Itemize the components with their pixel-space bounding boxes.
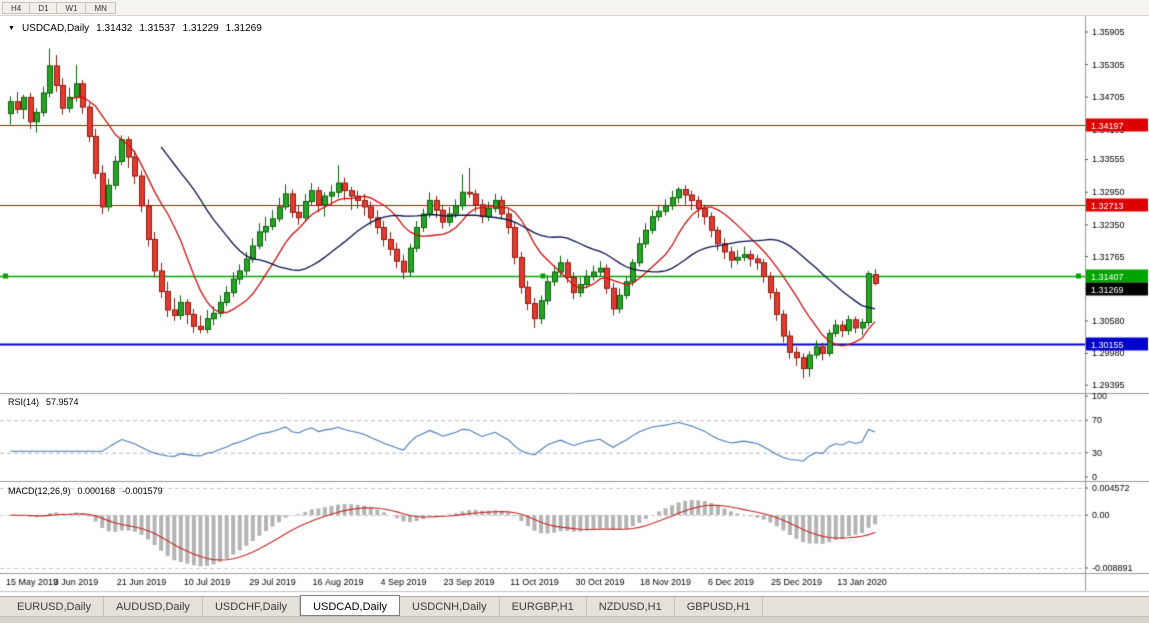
tab-gbpusd-h1[interactable]: GBPUSD,H1 [675, 597, 764, 616]
chart-title: ▼ USDCAD,Daily 1.31432 1.31537 1.31229 1… [8, 23, 262, 34]
chart-tabs: EURUSD,Daily AUDUSD,Daily USDCHF,Daily U… [0, 595, 1149, 616]
tab-eurusd-daily[interactable]: EURUSD,Daily [5, 597, 104, 616]
tab-bar-bottom-strip [0, 616, 1149, 623]
tab-usdcnh-daily[interactable]: USDCNH,Daily [400, 597, 500, 616]
rsi-name: RSI(14) [8, 397, 40, 407]
macd-indicator-label: MACD(12,26,9) 0.000168 -0.001579 [8, 486, 163, 496]
tab-eurgbp-h1[interactable]: EURGBP,H1 [500, 597, 587, 616]
tab-usdcad-daily[interactable]: USDCAD,Daily [300, 595, 401, 616]
macd-name: MACD(12,26,9) [8, 486, 71, 496]
ohlc-high: 1.31537 [139, 23, 176, 34]
chart-tab-bar: EURUSD,Daily AUDUSD,Daily USDCHF,Daily U… [0, 595, 1149, 623]
period-d1-button[interactable]: D1 [29, 1, 58, 14]
ohlc-low: 1.31229 [182, 23, 219, 34]
tab-usdchf-daily[interactable]: USDCHF,Daily [203, 597, 301, 616]
tab-nzdusd-h1[interactable]: NZDUSD,H1 [587, 597, 675, 616]
ohlc-close: 1.31269 [225, 23, 262, 34]
chart-symbol-label: USDCAD,Daily [21, 23, 90, 34]
period-w1-button[interactable]: W1 [56, 1, 87, 14]
rsi-value: 57.9574 [46, 397, 79, 407]
ohlc-open: 1.31432 [96, 23, 133, 34]
period-h4-button[interactable]: H4 [2, 1, 31, 14]
tab-audusd-daily[interactable]: AUDUSD,Daily [104, 597, 203, 616]
period-toolbar: H4 D1 W1 MN [0, 0, 1149, 16]
period-mn-button[interactable]: MN [85, 1, 116, 14]
shift-marker-icon: ▼ [8, 25, 15, 32]
macd-signal-value: -0.001579 [122, 486, 163, 496]
macd-main-value: 0.000168 [77, 486, 116, 496]
rsi-indicator-label: RSI(14) 57.9574 [8, 397, 79, 407]
